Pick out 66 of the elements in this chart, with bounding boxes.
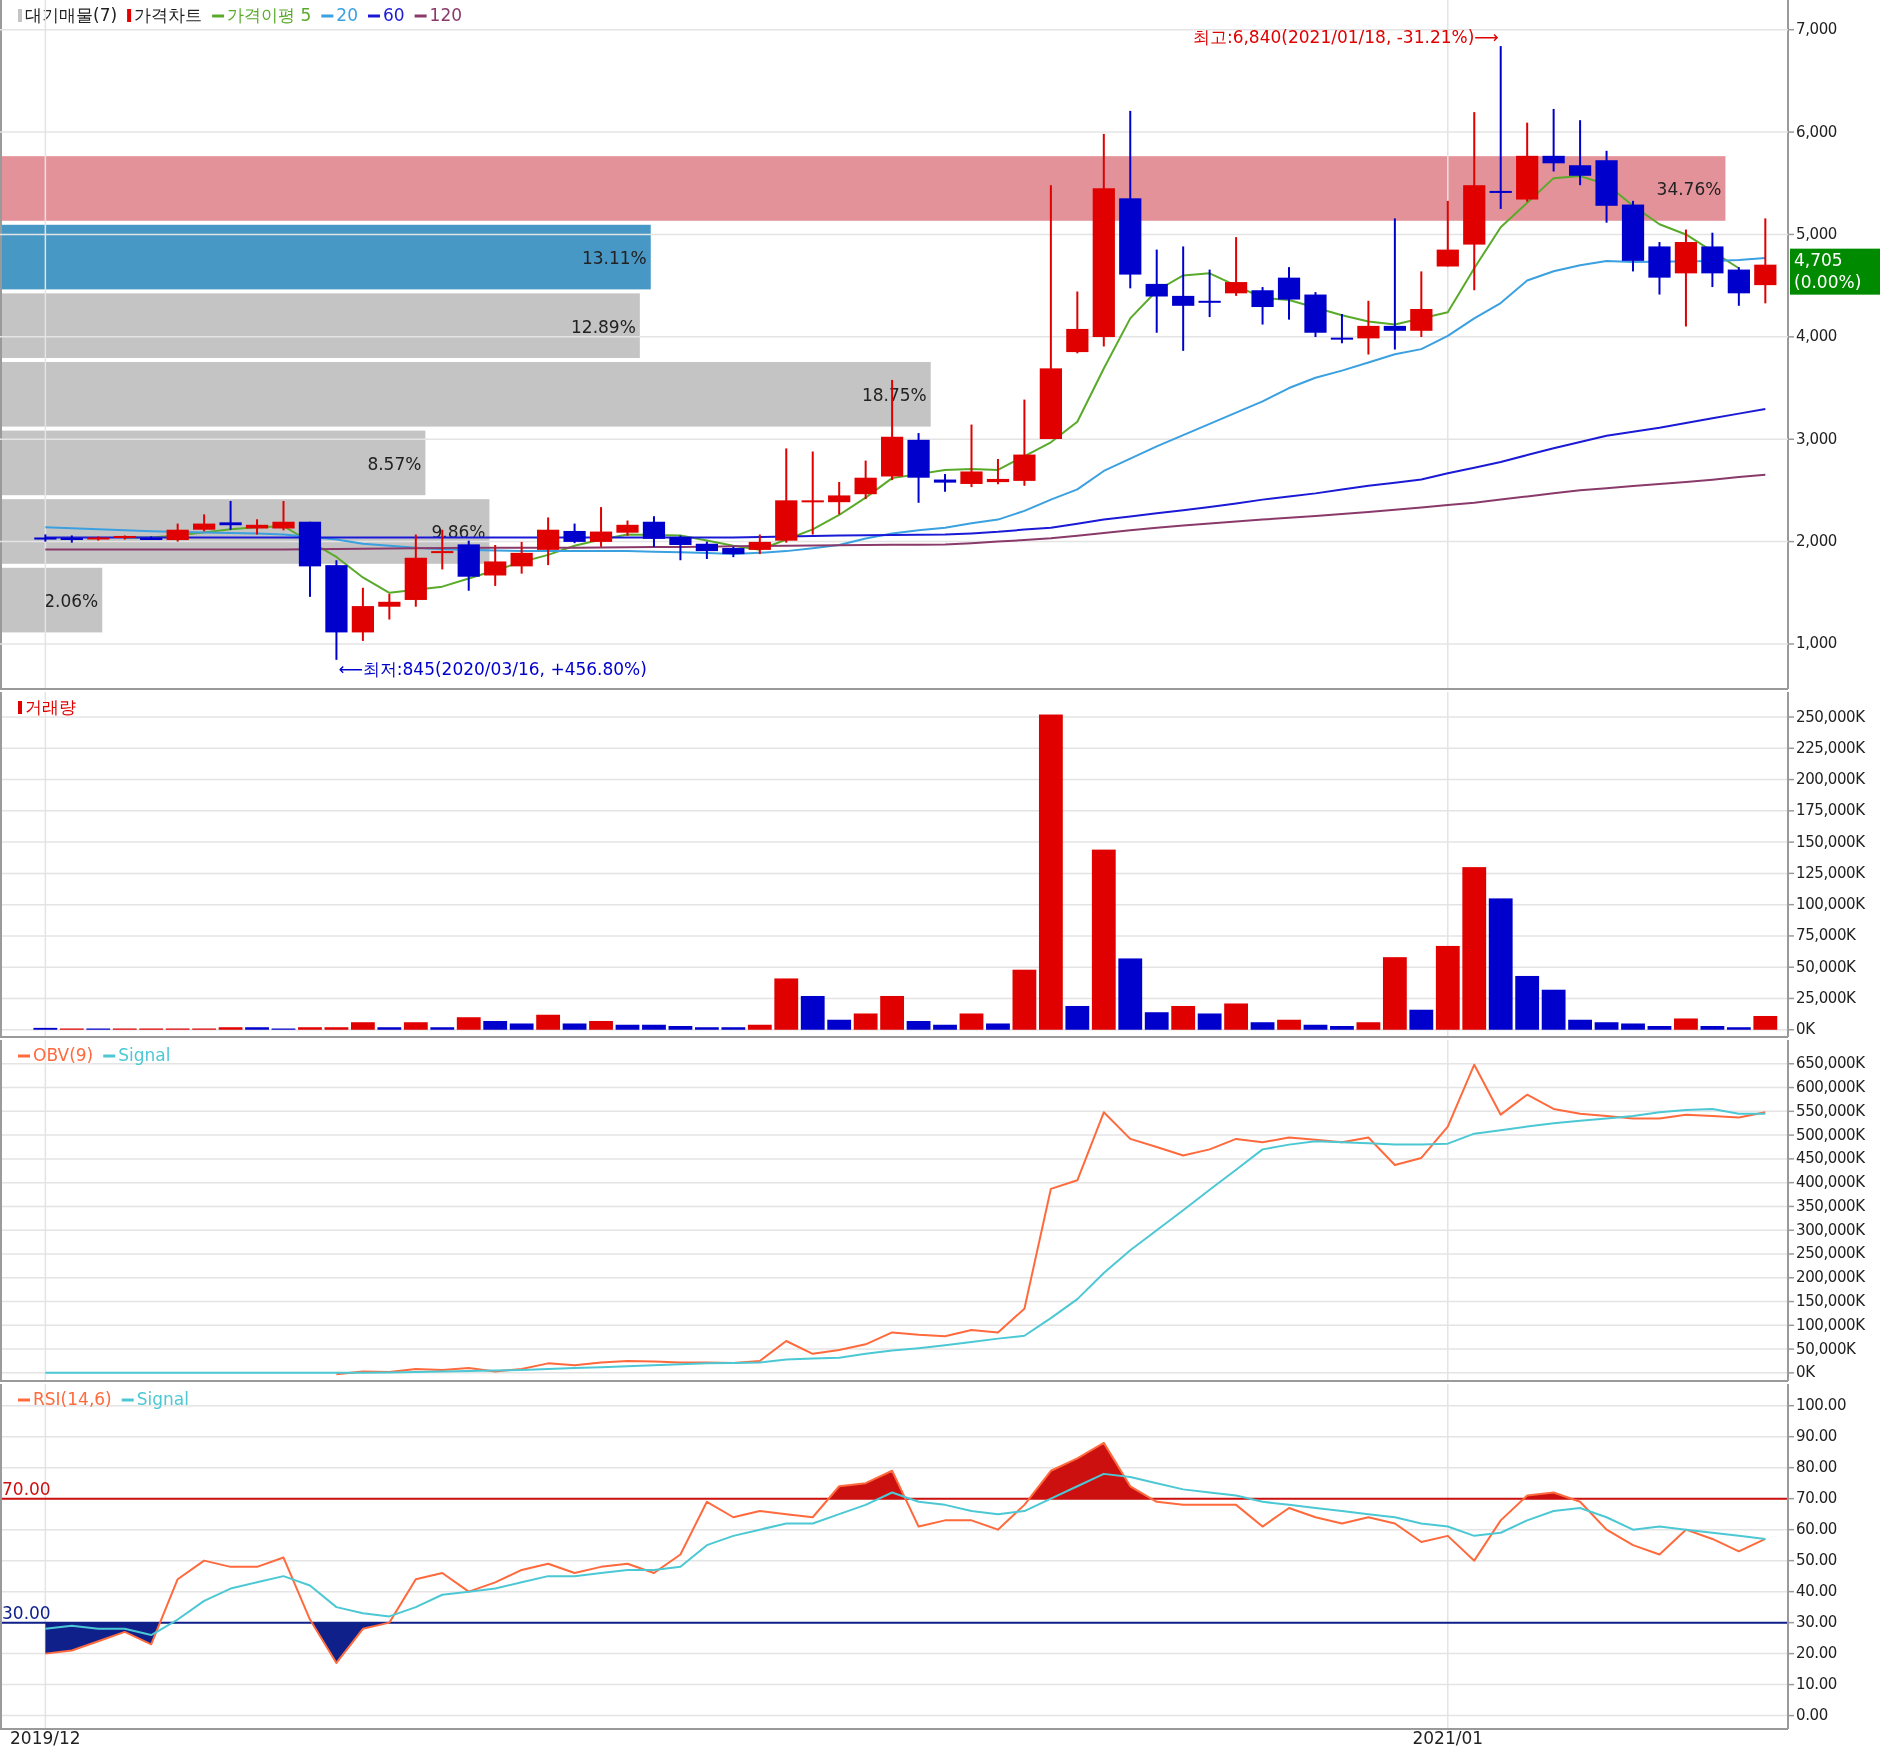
y-tick-label: 300,000K bbox=[1796, 1220, 1867, 1239]
y-tick-label: 50.00 bbox=[1796, 1551, 1837, 1570]
y-tick-label: 2,000 bbox=[1796, 532, 1837, 551]
y-tick-label: 0K bbox=[1796, 1363, 1817, 1382]
y-tick-label: 25,000K bbox=[1796, 988, 1858, 1007]
y-tick-label: 1,000 bbox=[1796, 634, 1837, 653]
y-tick-label: 80.00 bbox=[1796, 1458, 1837, 1477]
legend-label: Signal bbox=[136, 1389, 189, 1409]
legend-label: 가격이평 5 bbox=[227, 5, 312, 25]
y-tick-label: 3,000 bbox=[1796, 429, 1837, 448]
y-tick-label: 150,000K bbox=[1796, 832, 1867, 851]
y-tick-label: 5,000 bbox=[1796, 224, 1837, 243]
annotation: ⟵최저:845(2020/03/16, +456.80%) bbox=[338, 658, 647, 679]
y-tick-label: 50,000K bbox=[1796, 957, 1858, 976]
y-tick-label: 30.00 bbox=[1796, 1613, 1837, 1632]
legend-label: OBV(9) bbox=[33, 1045, 94, 1065]
x-tick-label: 2021/01 bbox=[1412, 1728, 1484, 1748]
y-tick-label: 600,000K bbox=[1796, 1078, 1867, 1097]
y-tick-label: 4,000 bbox=[1796, 327, 1837, 346]
data-label: 13.11% bbox=[581, 248, 647, 269]
legend-label: RSI(14,6) bbox=[33, 1389, 112, 1409]
ref-line-label: 30.00 bbox=[2, 1602, 51, 1623]
y-tick-label: 550,000K bbox=[1796, 1101, 1867, 1120]
y-tick-label: 90.00 bbox=[1796, 1427, 1837, 1446]
y-tick-label: 125,000K bbox=[1796, 863, 1867, 882]
y-tick-label: 100,000K bbox=[1796, 895, 1867, 914]
data-label: 2.06% bbox=[44, 591, 99, 612]
y-tick-label: 250,000K bbox=[1796, 1244, 1867, 1263]
y-tick-label: 100.00 bbox=[1796, 1396, 1847, 1415]
y-tick-label: 100,000K bbox=[1796, 1315, 1867, 1334]
y-tick-label: 70.00 bbox=[1796, 1489, 1837, 1508]
data-label: 12.89% bbox=[571, 316, 636, 337]
y-tick-label: 175,000K bbox=[1796, 801, 1867, 820]
y-tick-label: 400,000K bbox=[1796, 1173, 1867, 1192]
y-tick-label: 50,000K bbox=[1796, 1339, 1858, 1358]
y-tick-label: 6,000 bbox=[1796, 122, 1837, 141]
y-tick-label: 200,000K bbox=[1796, 1268, 1867, 1287]
legend-label: 가격차트 bbox=[134, 5, 203, 25]
y-tick-label: 20.00 bbox=[1796, 1644, 1837, 1663]
y-tick-label: 225,000K bbox=[1796, 738, 1867, 757]
y-tick-label: 250,000K bbox=[1796, 707, 1867, 726]
data-label: 34.76% bbox=[1656, 179, 1722, 200]
y-tick-label: 40.00 bbox=[1796, 1582, 1837, 1601]
ref-line-label: 70.00 bbox=[2, 1478, 51, 1499]
x-tick-label: 2019/12 bbox=[10, 1728, 81, 1748]
data-label: 8.57% bbox=[367, 453, 422, 474]
legend-label: 거래량 bbox=[25, 697, 76, 717]
legend-label: 60 bbox=[382, 5, 405, 25]
annotation: 최고:6,840(2021/01/18, -31.21%)⟶ bbox=[1192, 27, 1499, 48]
y-tick-label: 75,000K bbox=[1796, 926, 1858, 945]
y-tick-label: 10.00 bbox=[1796, 1675, 1837, 1694]
legend-label: 20 bbox=[336, 5, 358, 25]
y-tick-label: 0K bbox=[1796, 1020, 1817, 1039]
y-tick-label: 7,000 bbox=[1796, 20, 1837, 39]
legend-label: 120 bbox=[429, 5, 463, 25]
y-tick-label: 350,000K bbox=[1796, 1196, 1867, 1215]
text: 4,705 (0.00%) bbox=[1794, 249, 1862, 292]
y-tick-label: 200,000K bbox=[1796, 770, 1867, 789]
legend-label: 대기매물(7) bbox=[25, 5, 118, 25]
legend-label: Signal bbox=[118, 1045, 171, 1065]
y-tick-label: 650,000K bbox=[1796, 1054, 1867, 1073]
y-tick-label: 0.00 bbox=[1796, 1706, 1828, 1725]
y-tick-label: 150,000K bbox=[1796, 1292, 1867, 1311]
y-tick-label: 500,000K bbox=[1796, 1125, 1867, 1144]
y-tick-label: 60.00 bbox=[1796, 1520, 1837, 1539]
y-tick-label: 450,000K bbox=[1796, 1149, 1867, 1168]
